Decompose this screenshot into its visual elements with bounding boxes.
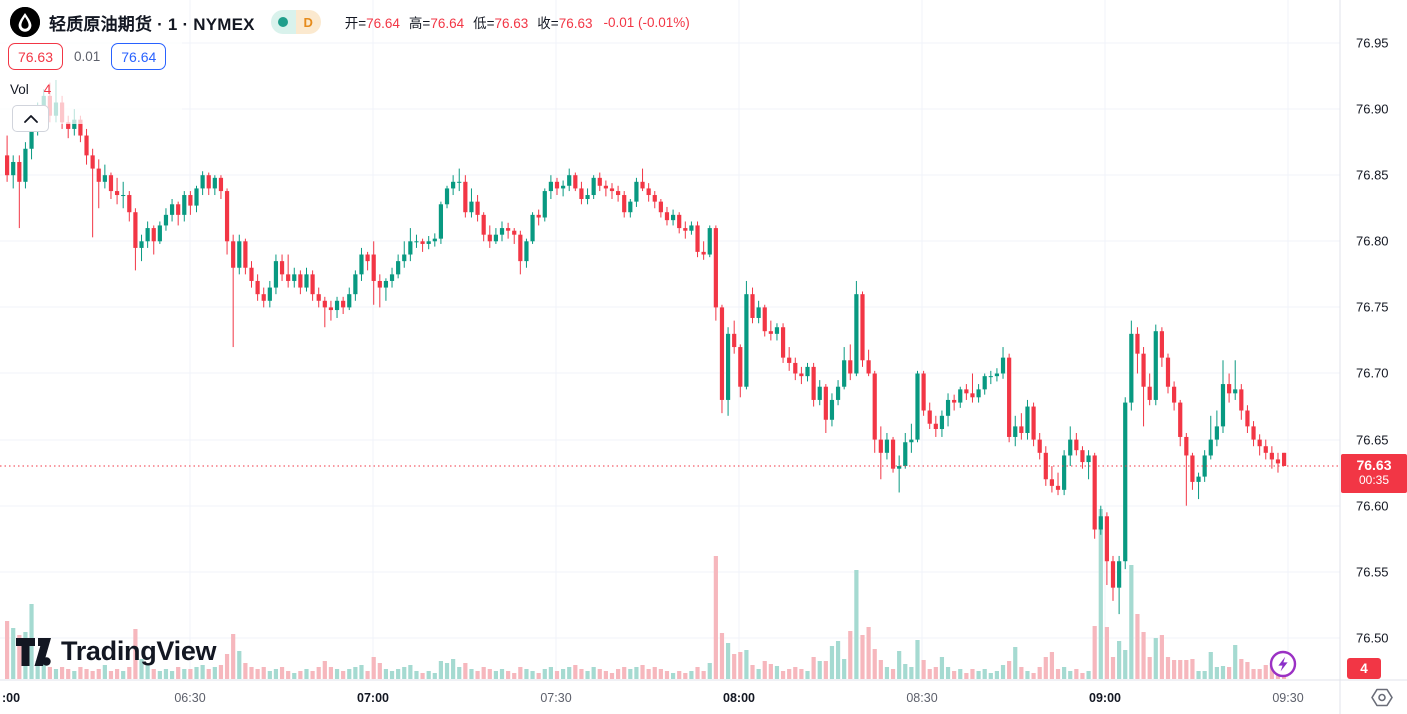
low-label: 低= <box>473 16 495 31</box>
market-open-dot-icon <box>278 17 289 27</box>
time-tick-label: 07:00 <box>357 691 389 705</box>
collapse-legend-button[interactable] <box>12 105 49 132</box>
last-price-tag: 76.63 00:35 <box>1341 454 1407 493</box>
symbol-chips: D <box>270 10 321 34</box>
time-tick-label: :00 <box>2 691 20 705</box>
price-tick-label: 76.85 <box>1356 168 1389 183</box>
low-value: 76.63 <box>494 16 529 31</box>
price-tick-label: 76.75 <box>1356 300 1389 315</box>
price-tick-label: 76.60 <box>1356 499 1389 514</box>
close-label: 收= <box>537 16 559 31</box>
price-tick-label: 76.90 <box>1356 102 1389 117</box>
volume-value: 4 <box>43 82 52 97</box>
volume-label[interactable]: Vol <box>10 82 29 97</box>
open-value: 76.64 <box>366 16 400 31</box>
watermark-text: TradingView <box>61 636 217 666</box>
change-value: -0.01 (-0.01%) <box>603 14 690 30</box>
volume-axis-tag: 4 <box>1347 658 1381 679</box>
market-status-chip[interactable] <box>270 10 296 34</box>
open-label: 开= <box>344 16 367 31</box>
volume-legend: Vol 4 <box>10 82 51 97</box>
high-value: 76.64 <box>430 16 465 31</box>
time-tick-label: 06:30 <box>174 691 205 705</box>
time-tick-label: 08:30 <box>906 691 937 705</box>
price-tick-label: 76.80 <box>1356 234 1389 249</box>
bid-ask-row: 76.63 0.01 76.64 <box>8 43 167 70</box>
boost-button[interactable] <box>1269 650 1297 683</box>
oil-drop-icon <box>10 7 40 37</box>
symbol-legend: 轻质原油期货 · 1 · NYMEX D 开=76.64 高=76.64 低=7… <box>10 7 690 37</box>
high-label: 高= <box>408 16 431 31</box>
buy-price-button[interactable]: 76.64 <box>111 43 167 70</box>
time-tick-label: 09:30 <box>1272 691 1303 705</box>
close-value: 76.63 <box>558 16 593 31</box>
bar-countdown: 00:35 <box>1358 473 1390 487</box>
ohlc-readout: 开=76.64 高=76.64 低=76.63 收=76.63 -0.01 (-… <box>345 12 690 32</box>
chevron-up-icon <box>23 114 38 123</box>
symbol-title[interactable]: 轻质原油期货 · 1 · NYMEX <box>49 14 255 34</box>
price-tick-label: 76.70 <box>1356 366 1389 381</box>
price-scale-settings-icon[interactable] <box>1371 688 1393 712</box>
lightning-icon <box>1269 650 1297 678</box>
tradingview-logo-icon <box>16 637 51 666</box>
tradingview-watermark: TradingView <box>15 636 217 667</box>
time-tick-label: 07:30 <box>540 691 571 705</box>
interval-chip[interactable]: D <box>295 10 321 34</box>
spread-value: 0.01 <box>74 49 101 64</box>
price-tick-label: 76.50 <box>1356 631 1389 646</box>
price-tick-label: 76.55 <box>1356 565 1389 580</box>
time-tick-label: 08:00 <box>723 691 755 705</box>
sell-price-button[interactable]: 76.63 <box>8 43 63 70</box>
last-price-value: 76.63 <box>1356 457 1392 473</box>
price-tick-label: 76.95 <box>1356 36 1389 51</box>
time-tick-label: 09:00 <box>1089 691 1121 705</box>
price-tick-label: 76.65 <box>1356 433 1389 448</box>
